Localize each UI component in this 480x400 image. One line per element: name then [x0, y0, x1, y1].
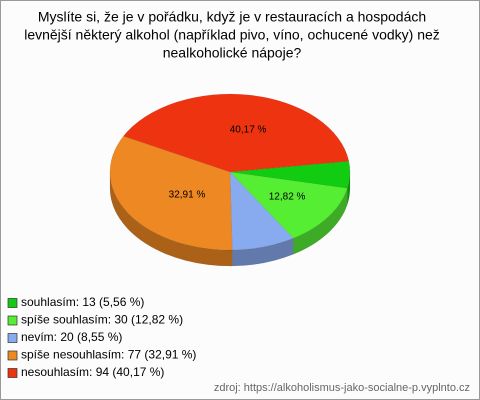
slice [229, 160, 351, 189]
legend-swatch [7, 298, 18, 308]
legend-swatch [7, 368, 18, 378]
slice [109, 135, 233, 251]
legend-swatch [7, 350, 18, 361]
legend-label: souhlasím: 13 (5,56 %) [21, 295, 144, 309]
legend-label: spíše souhlasím: 30 (12,82 %) [21, 313, 183, 327]
chart-title: levnější některý alkohol (například pivo… [24, 27, 440, 43]
chart-title: nealkoholické nápoje? [163, 45, 302, 61]
data-label: 40,17 % [230, 124, 267, 135]
legend-label: nesouhlasím: 94 (40,17 %) [21, 365, 164, 379]
source: zdroj: https://alkoholismus-jako-socialn… [214, 382, 470, 394]
slice-side [109, 171, 233, 267]
legend-label: nevím: 20 (8,55 %) [21, 330, 122, 344]
chart-title: Myslíte si, že je v pořádku, když je v r… [38, 9, 426, 25]
legend-label: spíše nesouhlasím: 77 (32,91 %) [21, 348, 196, 362]
slice [229, 171, 348, 239]
slice [123, 93, 350, 173]
legend-swatch [7, 333, 18, 343]
slice [229, 171, 294, 251]
legend-swatch [7, 315, 18, 326]
data-label: 12,82 % [269, 191, 306, 202]
data-label: 32,91 % [169, 189, 206, 200]
